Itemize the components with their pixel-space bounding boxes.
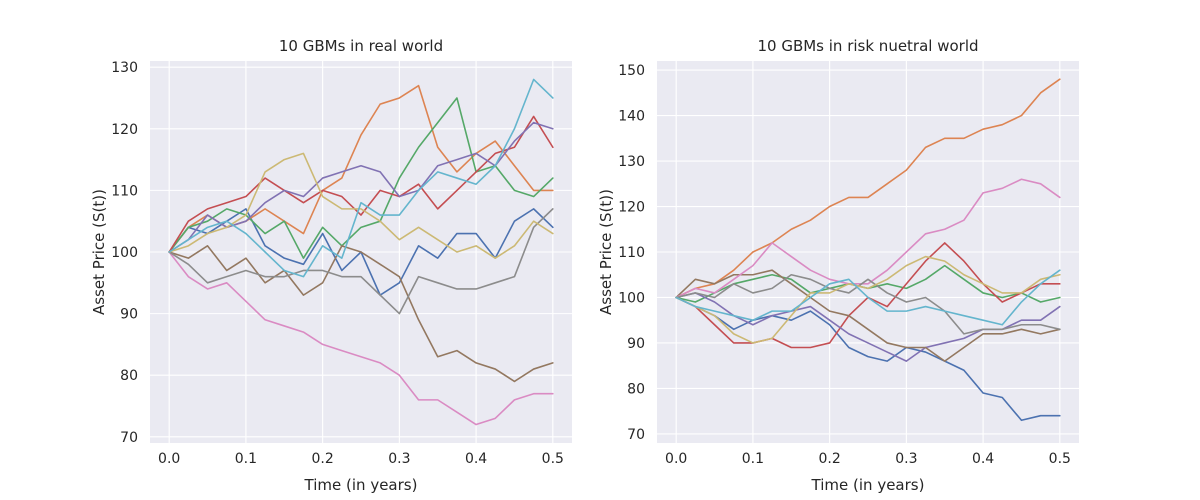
- x-tick-label: 0.5: [542, 451, 564, 467]
- y-tick-label: 110: [111, 183, 138, 199]
- y-tick-label: 120: [618, 200, 645, 216]
- series-line-7: [675, 178, 1061, 299]
- series-line-1: [675, 296, 1061, 422]
- series-line-10: [168, 78, 554, 278]
- x-tick-label: 0.5: [1049, 451, 1071, 467]
- series-line-7: [168, 251, 554, 426]
- y-tick-label: 100: [618, 290, 645, 306]
- risk-neutral-panel: 70 80 90 100 110 120 130 140 150 0.0 0.1 0.2 0.3 0.4…: [597, 37, 1079, 494]
- series-lines: [675, 78, 1061, 422]
- x-tick-labels: 0.0 0.1 0.2 0.3 0.4 0.5: [158, 451, 564, 467]
- y-tick-label: 90: [120, 307, 138, 323]
- y-tick-label: 80: [627, 381, 645, 397]
- y-tick-labels: 70 80 90 100 110 120 130: [111, 60, 138, 446]
- series-line-9: [168, 152, 554, 259]
- chart-title: 10 GBMs in risk nuetral world: [757, 37, 978, 55]
- x-axis-label: Time (in years): [304, 476, 418, 494]
- y-axis-label: Asset Price (S(t)): [90, 189, 108, 315]
- series-line-3: [168, 97, 554, 259]
- y-axis-label: Asset Price (S(t)): [597, 189, 615, 315]
- y-tick-label: 130: [111, 60, 138, 76]
- series-line-4: [168, 115, 554, 253]
- x-axis-label: Time (in years): [811, 476, 925, 494]
- y-tick-label: 130: [618, 154, 645, 170]
- series-line-2: [675, 78, 1061, 299]
- x-tick-label: 0.1: [742, 451, 764, 467]
- series-line-8: [675, 273, 1061, 335]
- series-line-10: [675, 269, 1061, 326]
- series-line-8: [168, 208, 554, 315]
- x-tick-label: 0.3: [895, 451, 917, 467]
- real-world-panel: 70 80 90 100 110 120 130 0.0 0.1 0.2 0.3 0.4 0.5 10…: [90, 37, 572, 494]
- x-tick-label: 0.4: [465, 451, 487, 467]
- x-tick-label: 0.0: [158, 451, 180, 467]
- y-tick-label: 110: [618, 245, 645, 261]
- y-tick-labels: 70 80 90 100 110 120 130 140 150: [618, 63, 645, 443]
- y-tick-label: 140: [618, 109, 645, 125]
- x-tick-label: 0.1: [235, 451, 257, 467]
- x-tick-labels: 0.0 0.1 0.2 0.3 0.4 0.5: [665, 451, 1071, 467]
- y-tick-label: 120: [111, 122, 138, 138]
- y-tick-label: 70: [627, 427, 645, 443]
- x-tick-label: 0.4: [972, 451, 994, 467]
- y-tick-label: 90: [627, 336, 645, 352]
- y-tick-label: 80: [120, 368, 138, 384]
- series-line-6: [168, 245, 554, 383]
- series-line-9: [675, 255, 1061, 344]
- series-lines: [168, 78, 554, 426]
- chart-title: 10 GBMs in real world: [279, 37, 443, 55]
- y-tick-label: 150: [618, 63, 645, 79]
- y-tick-label: 100: [111, 245, 138, 261]
- x-tick-label: 0.0: [665, 451, 687, 467]
- x-tick-label: 0.2: [819, 451, 841, 467]
- x-tick-label: 0.3: [388, 451, 410, 467]
- y-tick-label: 70: [120, 430, 138, 446]
- x-tick-label: 0.2: [312, 451, 334, 467]
